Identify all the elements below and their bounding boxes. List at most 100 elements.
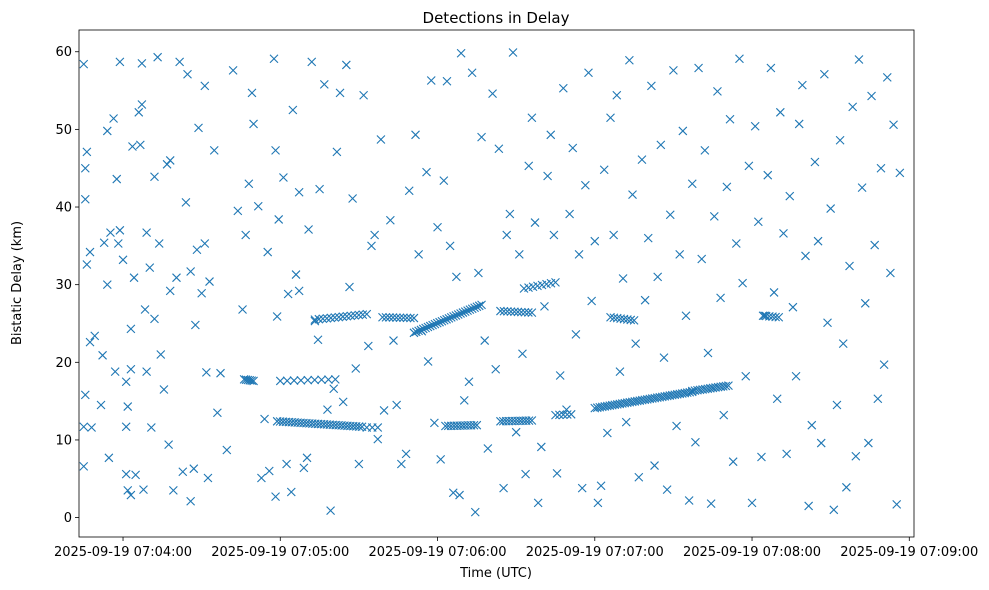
data-point-x-marker bbox=[848, 102, 858, 112]
data-point-x-marker bbox=[432, 318, 442, 328]
data-marks bbox=[79, 48, 905, 517]
data-point-x-marker bbox=[263, 247, 273, 257]
data-point-x-marker bbox=[140, 305, 150, 314]
y-tick-label: 20 bbox=[55, 356, 72, 371]
marker-stroke bbox=[612, 90, 622, 100]
marker-stroke bbox=[323, 405, 332, 415]
marker-stroke bbox=[785, 191, 795, 201]
marker-stroke bbox=[212, 408, 222, 418]
data-point-x-marker bbox=[123, 486, 133, 495]
data-point-x-marker bbox=[247, 88, 257, 98]
data-point-x-marker bbox=[359, 90, 369, 100]
data-point-x-marker bbox=[615, 367, 625, 377]
marker-stroke bbox=[876, 163, 886, 173]
data-point-x-marker bbox=[373, 423, 383, 432]
marker-stroke bbox=[474, 301, 484, 311]
marker-stroke bbox=[109, 114, 118, 123]
data-point-x-marker bbox=[272, 312, 282, 321]
marker-stroke bbox=[165, 286, 175, 296]
marker-stroke bbox=[289, 376, 299, 385]
marker-stroke bbox=[602, 428, 612, 438]
data-point-x-marker bbox=[326, 506, 335, 515]
marker-stroke bbox=[135, 140, 145, 150]
marker-stroke bbox=[477, 132, 486, 142]
marker-stroke bbox=[724, 381, 733, 390]
data-point-x-marker bbox=[775, 107, 785, 117]
x-tick-label: 2025-09-19 07:05:00 bbox=[211, 545, 349, 560]
marker-stroke bbox=[326, 506, 335, 515]
data-point-x-marker bbox=[527, 416, 537, 425]
marker-stroke bbox=[395, 313, 405, 323]
data-point-x-marker bbox=[523, 308, 533, 317]
data-point-x-marker bbox=[782, 449, 792, 459]
marker-stroke bbox=[342, 311, 352, 321]
marker-stroke bbox=[584, 68, 593, 78]
marker-stroke bbox=[310, 316, 320, 326]
marker-stroke bbox=[458, 308, 468, 317]
data-point-x-marker bbox=[244, 179, 254, 189]
marker-stroke bbox=[131, 470, 140, 480]
data-point-x-marker bbox=[527, 113, 537, 123]
data-point-x-marker bbox=[283, 289, 293, 299]
marker-stroke bbox=[520, 307, 530, 317]
marker-stroke bbox=[294, 286, 304, 296]
marker-stroke bbox=[379, 406, 389, 415]
marker-stroke bbox=[618, 274, 628, 283]
data-point-x-marker bbox=[470, 303, 479, 313]
data-point-x-marker bbox=[464, 377, 474, 387]
marker-stroke bbox=[428, 320, 437, 330]
data-point-x-marker bbox=[841, 482, 851, 492]
marker-stroke bbox=[480, 336, 490, 345]
data-point-x-marker bbox=[389, 336, 398, 345]
marker-stroke bbox=[329, 384, 339, 394]
data-point-x-marker bbox=[731, 239, 741, 248]
data-point-x-marker bbox=[472, 420, 482, 430]
data-point-x-marker bbox=[201, 368, 211, 377]
data-point-x-marker bbox=[439, 315, 449, 325]
marker-stroke bbox=[774, 312, 784, 322]
marker-stroke bbox=[330, 374, 340, 384]
marker-stroke bbox=[721, 381, 731, 391]
marker-stroke bbox=[571, 329, 581, 339]
marker-stroke bbox=[728, 457, 738, 467]
data-point-x-marker bbox=[788, 302, 798, 312]
data-point-x-marker bbox=[154, 239, 164, 248]
marker-stroke bbox=[385, 215, 395, 225]
data-point-x-marker bbox=[186, 496, 196, 506]
marker-stroke bbox=[385, 313, 394, 322]
data-point-x-marker bbox=[728, 457, 738, 467]
marker-stroke bbox=[496, 306, 505, 316]
marker-stroke bbox=[459, 395, 469, 405]
data-point-x-marker bbox=[530, 218, 540, 227]
marker-stroke bbox=[85, 337, 95, 347]
marker-stroke bbox=[326, 313, 336, 323]
marker-stroke bbox=[502, 230, 512, 240]
data-point-x-marker bbox=[832, 400, 842, 410]
data-point-x-marker bbox=[763, 170, 773, 180]
marker-stroke bbox=[351, 364, 361, 373]
data-point-x-marker bbox=[115, 225, 125, 235]
data-point-x-marker bbox=[857, 183, 867, 193]
marker-stroke bbox=[150, 314, 159, 324]
data-point-x-marker bbox=[527, 308, 537, 318]
data-point-x-marker bbox=[463, 306, 472, 316]
data-point-x-marker bbox=[628, 190, 637, 199]
marker-stroke bbox=[895, 168, 905, 178]
marker-stroke bbox=[527, 416, 537, 425]
data-point-x-marker bbox=[804, 501, 814, 511]
data-point-x-marker bbox=[205, 277, 214, 286]
marker-stroke bbox=[137, 100, 147, 109]
data-point-x-marker bbox=[716, 293, 725, 303]
data-point-x-marker bbox=[414, 249, 424, 259]
data-point-x-marker bbox=[165, 286, 175, 296]
data-point-x-marker bbox=[819, 69, 829, 79]
data-point-x-marker bbox=[472, 302, 482, 312]
marker-stroke bbox=[178, 467, 188, 477]
marker-stroke bbox=[750, 121, 760, 131]
marker-stroke bbox=[511, 427, 521, 437]
data-point-x-marker bbox=[779, 229, 788, 238]
marker-stroke bbox=[549, 230, 559, 240]
data-point-x-marker bbox=[533, 498, 543, 508]
marker-stroke bbox=[653, 272, 663, 282]
marker-stroke bbox=[835, 135, 845, 145]
